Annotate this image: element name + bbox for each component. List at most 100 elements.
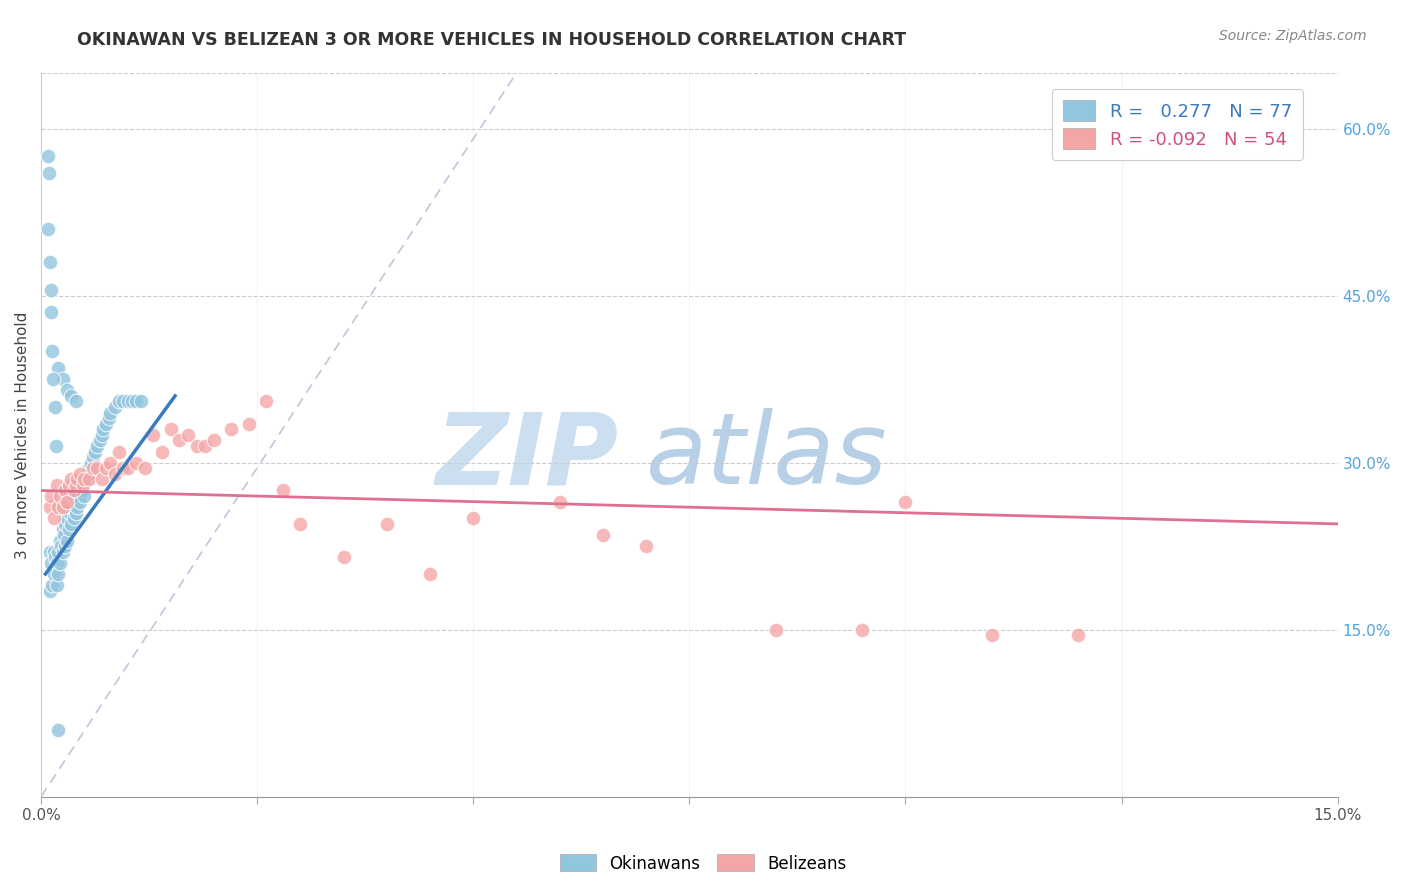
Point bbox=[38, 166, 60, 180]
Text: atlas: atlas bbox=[647, 408, 889, 505]
Point bbox=[82, 461, 104, 475]
Point bbox=[150, 444, 173, 458]
Point bbox=[98, 406, 121, 420]
Point bbox=[73, 472, 96, 486]
Point bbox=[103, 400, 125, 414]
Point bbox=[41, 556, 63, 570]
Point bbox=[238, 417, 260, 431]
Point bbox=[60, 389, 83, 403]
Legend: R =   0.277   N = 77, R = -0.092   N = 54: R = 0.277 N = 77, R = -0.092 N = 54 bbox=[1052, 89, 1303, 160]
Point bbox=[45, 478, 67, 492]
Point bbox=[52, 528, 75, 542]
Point bbox=[45, 578, 67, 592]
Point bbox=[56, 384, 79, 398]
Point bbox=[851, 623, 873, 637]
Point bbox=[49, 539, 72, 553]
Point bbox=[67, 489, 90, 503]
Point bbox=[42, 566, 65, 581]
Point bbox=[60, 472, 83, 486]
Point bbox=[636, 539, 658, 553]
Point bbox=[49, 556, 72, 570]
Legend: Okinawans, Belizeans: Okinawans, Belizeans bbox=[553, 847, 853, 880]
Point bbox=[70, 483, 93, 498]
Point bbox=[419, 566, 441, 581]
Point bbox=[75, 472, 97, 486]
Point bbox=[41, 344, 63, 359]
Point bbox=[77, 461, 100, 475]
Point bbox=[375, 516, 398, 531]
Point bbox=[48, 545, 70, 559]
Point bbox=[463, 511, 485, 525]
Point bbox=[72, 472, 94, 486]
Point bbox=[98, 456, 121, 470]
Point bbox=[58, 478, 80, 492]
Point bbox=[53, 539, 76, 553]
Point bbox=[46, 723, 69, 737]
Point bbox=[41, 283, 63, 297]
Point bbox=[48, 361, 70, 376]
Point bbox=[38, 583, 60, 598]
Point bbox=[765, 623, 787, 637]
Point bbox=[65, 478, 87, 492]
Point bbox=[56, 511, 79, 525]
Point bbox=[38, 255, 60, 269]
Point bbox=[142, 427, 165, 442]
Point bbox=[44, 400, 66, 414]
Point bbox=[66, 500, 89, 515]
Point bbox=[65, 483, 87, 498]
Point bbox=[52, 545, 75, 559]
Point bbox=[39, 305, 62, 319]
Point bbox=[60, 500, 83, 515]
Point bbox=[60, 494, 83, 508]
Point bbox=[41, 578, 63, 592]
Point bbox=[125, 394, 148, 409]
Text: ZIP: ZIP bbox=[436, 408, 619, 505]
Point bbox=[60, 516, 83, 531]
Point bbox=[45, 556, 67, 570]
Point bbox=[219, 422, 242, 436]
Point bbox=[592, 528, 614, 542]
Point bbox=[271, 483, 294, 498]
Point bbox=[38, 500, 60, 515]
Point bbox=[332, 550, 354, 565]
Point bbox=[65, 394, 87, 409]
Point bbox=[56, 494, 79, 508]
Point bbox=[194, 439, 217, 453]
Point bbox=[37, 149, 59, 163]
Point bbox=[290, 516, 312, 531]
Point bbox=[37, 222, 59, 236]
Point bbox=[73, 489, 96, 503]
Point bbox=[125, 456, 148, 470]
Point bbox=[42, 545, 65, 559]
Point bbox=[90, 472, 112, 486]
Point bbox=[66, 472, 89, 486]
Point bbox=[202, 434, 225, 448]
Point bbox=[186, 439, 208, 453]
Point bbox=[83, 444, 105, 458]
Point bbox=[93, 422, 115, 436]
Point bbox=[121, 394, 143, 409]
Point bbox=[108, 444, 131, 458]
Point bbox=[169, 434, 191, 448]
Point bbox=[86, 461, 108, 475]
Point bbox=[53, 516, 76, 531]
Point bbox=[73, 472, 96, 486]
Point bbox=[94, 461, 117, 475]
Point bbox=[77, 472, 100, 486]
Point bbox=[52, 500, 75, 515]
Point bbox=[134, 461, 156, 475]
Point bbox=[44, 550, 66, 565]
Point bbox=[58, 523, 80, 537]
Point bbox=[52, 372, 75, 386]
Point bbox=[52, 523, 75, 537]
Point bbox=[63, 489, 86, 503]
Point bbox=[548, 494, 571, 508]
Point bbox=[66, 478, 89, 492]
Point bbox=[41, 489, 63, 503]
Point bbox=[59, 506, 82, 520]
Point bbox=[117, 394, 139, 409]
Point bbox=[56, 533, 79, 548]
Point bbox=[94, 417, 117, 431]
Point bbox=[72, 478, 94, 492]
Point bbox=[112, 461, 135, 475]
